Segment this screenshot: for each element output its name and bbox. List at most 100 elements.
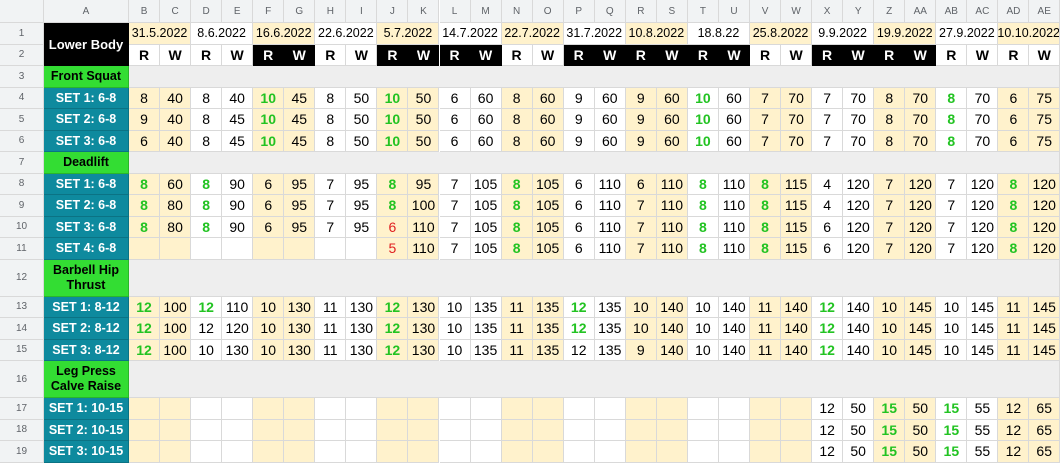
row-header[interactable]: 17 [0,398,44,420]
weight-cell[interactable] [532,441,564,463]
weight-cell[interactable]: 110 [718,216,750,238]
weight-cell[interactable] [781,398,813,420]
column-header[interactable]: Y [843,0,875,23]
reps-cell[interactable] [315,441,347,463]
reps-cell[interactable]: 7 [439,216,471,238]
date-header[interactable]: 10.8.2022 [625,23,688,45]
reps-cell[interactable]: 8 [936,130,968,152]
reps-cell[interactable]: 12 [998,441,1030,463]
reps-cell[interactable]: 15 [936,441,968,463]
weight-cell[interactable]: 50 [905,441,937,463]
column-header[interactable]: M [470,0,502,23]
weight-cell[interactable]: 140 [718,339,750,361]
reps-cell[interactable]: 9 [625,109,657,131]
column-header[interactable]: B [129,0,161,23]
reps-cell[interactable]: 8 [998,195,1030,217]
weight-cell[interactable]: 110 [656,195,688,217]
reps-cell[interactable]: 10 [625,318,657,340]
set-label[interactable]: SET 1: 6-8 [44,87,129,109]
weight-cell[interactable]: 120 [1029,216,1060,238]
weight-cell[interactable]: 80 [160,195,192,217]
row-header[interactable]: 10 [0,216,44,238]
exercise-name[interactable]: Barbell Hip Thrust [44,259,129,297]
reps-cell[interactable] [253,441,285,463]
weight-cell[interactable]: 110 [718,195,750,217]
weight-cell[interactable] [222,238,254,260]
weight-cell[interactable] [222,398,254,420]
weight-header[interactable]: W [843,44,875,66]
weight-cell[interactable]: 40 [160,130,192,152]
reps-cell[interactable]: 10 [253,296,285,318]
weight-cell[interactable] [718,441,750,463]
date-header[interactable]: 16.6.2022 [253,23,316,45]
reps-cell[interactable]: 11 [998,339,1030,361]
weight-cell[interactable]: 145 [1029,318,1060,340]
weight-cell[interactable]: 105 [532,195,564,217]
weight-cell[interactable]: 135 [532,339,564,361]
weight-cell[interactable] [222,441,254,463]
reps-header[interactable]: R [874,44,906,66]
reps-cell[interactable]: 6 [439,109,471,131]
weight-cell[interactable]: 90 [222,195,254,217]
reps-cell[interactable]: 9 [625,87,657,109]
column-header[interactable]: C [160,0,192,23]
reps-cell[interactable] [625,398,657,420]
reps-cell[interactable]: 7 [439,195,471,217]
weight-cell[interactable]: 130 [284,318,316,340]
weight-header[interactable]: W [656,44,688,66]
reps-cell[interactable]: 8 [874,130,906,152]
reps-cell[interactable]: 10 [936,318,968,340]
weight-cell[interactable]: 120 [843,173,875,195]
weight-cell[interactable] [532,419,564,441]
weight-cell[interactable]: 60 [718,130,750,152]
reps-cell[interactable]: 11 [501,318,533,340]
weight-cell[interactable]: 140 [781,296,813,318]
reps-cell[interactable]: 6 [625,173,657,195]
weight-cell[interactable]: 60 [470,109,502,131]
reps-cell[interactable]: 6 [439,130,471,152]
weight-header[interactable]: W [718,44,750,66]
column-header[interactable]: W [781,0,813,23]
reps-cell[interactable]: 11 [315,339,347,361]
weight-cell[interactable]: 95 [284,216,316,238]
reps-cell[interactable] [687,419,719,441]
row-header[interactable]: 1 [0,23,44,45]
weight-cell[interactable]: 145 [967,339,999,361]
weight-cell[interactable]: 105 [532,216,564,238]
weight-cell[interactable] [470,441,502,463]
reps-cell[interactable]: 15 [936,419,968,441]
weight-cell[interactable]: 130 [408,318,440,340]
weight-cell[interactable]: 130 [284,296,316,318]
row-header[interactable]: 9 [0,195,44,217]
reps-cell[interactable] [750,441,782,463]
reps-cell[interactable]: 12 [191,296,223,318]
reps-cell[interactable]: 12 [998,398,1030,420]
weight-cell[interactable]: 130 [408,339,440,361]
reps-cell[interactable]: 7 [315,195,347,217]
weight-cell[interactable]: 140 [718,296,750,318]
reps-cell[interactable]: 7 [874,173,906,195]
reps-cell[interactable] [563,419,595,441]
exercise-name[interactable]: Leg Press Calve Raise [44,361,129,398]
weight-cell[interactable]: 140 [843,339,875,361]
weight-cell[interactable]: 135 [470,339,502,361]
reps-cell[interactable] [625,441,657,463]
weight-cell[interactable] [284,419,316,441]
reps-header[interactable]: R [625,44,657,66]
weight-cell[interactable]: 120 [967,238,999,260]
set-label[interactable]: SET 4: 6-8 [44,238,129,260]
weight-cell[interactable]: 120 [222,318,254,340]
reps-cell[interactable]: 12 [812,296,844,318]
weight-cell[interactable]: 120 [967,216,999,238]
weight-cell[interactable]: 110 [718,238,750,260]
weight-cell[interactable]: 105 [470,173,502,195]
reps-cell[interactable]: 6 [563,216,595,238]
reps-cell[interactable]: 8 [501,130,533,152]
date-header[interactable]: 25.8.2022 [750,23,813,45]
weight-cell[interactable]: 130 [346,296,378,318]
reps-cell[interactable]: 7 [315,173,347,195]
reps-cell[interactable]: 12 [563,339,595,361]
weight-cell[interactable]: 95 [284,195,316,217]
column-header[interactable]: L [439,0,471,23]
reps-cell[interactable]: 12 [812,398,844,420]
